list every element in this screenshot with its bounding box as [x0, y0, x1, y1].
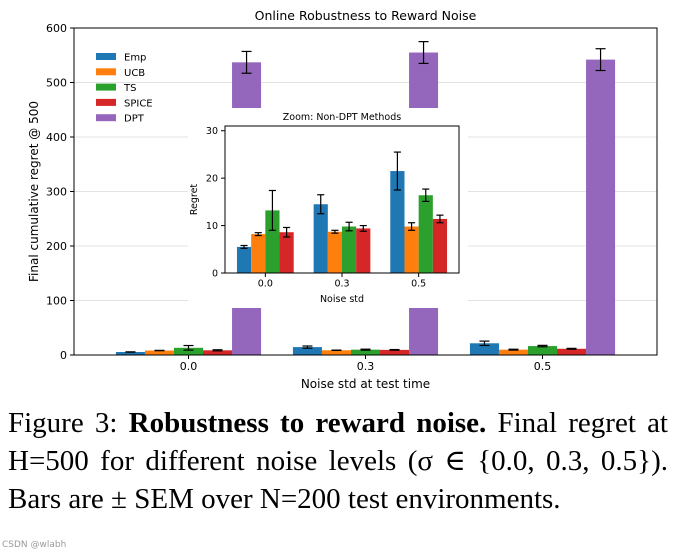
zoom-bar-ts-1 — [342, 226, 357, 273]
legend-label-spice: SPICE — [124, 98, 153, 109]
main-xlabel: Noise std at test time — [301, 377, 430, 391]
main-xtick-label: 0.5 — [534, 360, 552, 373]
main-ytick-label: 0 — [60, 349, 67, 362]
zoom-ytick-label: 20 — [206, 173, 218, 184]
zoom-xtick-label: 0.3 — [334, 279, 349, 290]
legend-swatch-ucb — [96, 68, 116, 76]
main-bar-ucb-0 — [144, 350, 174, 355]
main-ytick-label: 400 — [46, 131, 67, 144]
main-xtick-label: 0.3 — [357, 360, 375, 373]
zoom-ytick-label: 30 — [206, 126, 218, 137]
main-xtick-label: 0.0 — [180, 360, 198, 373]
main-ytick-label: 300 — [46, 185, 67, 198]
legend-swatch-emp — [96, 53, 116, 60]
zoom-ytick-label: 10 — [206, 221, 218, 232]
legend-swatch-ts — [96, 83, 116, 91]
watermark: CSDN @wlabh — [2, 540, 67, 550]
figure: 0 100 200 300 400 500 600 0.0 0.3 0.5 Online Robus… — [27, 8, 658, 391]
legend-swatch-spice — [96, 98, 116, 106]
main-ytick-label: 500 — [46, 76, 67, 89]
main-ylabel: Final cumulative regret @ 500 — [27, 101, 41, 282]
legend-label-ucb: UCB — [124, 68, 145, 79]
main-ytick-label: 200 — [46, 240, 67, 253]
legend-label-emp: Emp — [124, 53, 146, 64]
zoom-bar-emp-1 — [313, 204, 328, 273]
main-bar-emp-1 — [292, 347, 322, 355]
caption-text: Final regret at H=500 for different nois… — [8, 407, 668, 515]
zoom-xlabel: Noise std — [320, 294, 364, 305]
main-bar-ts-2 — [527, 346, 558, 355]
zoom-bar-ucb-0 — [251, 234, 266, 273]
zoom-bar-ts-0 — [265, 210, 280, 273]
zoom-frame-border — [224, 125, 460, 274]
legend-label-dpt: DPT — [124, 114, 145, 125]
zoom-xtick-label: 0.0 — [258, 279, 273, 290]
zoom-xtick-label: 0.5 — [411, 279, 426, 290]
zoom-title: Zoom: Non-DPT Methods — [283, 112, 401, 123]
zoom-bar-spice-1 — [356, 228, 371, 273]
main-bar-dpt-2 — [586, 59, 616, 356]
main-bar-spice-2 — [557, 348, 587, 355]
main-title: Online Robustness to Reward Noise — [255, 8, 477, 23]
main-bar-spice-0 — [203, 350, 233, 355]
main-bar-ts-1 — [350, 349, 381, 355]
main-bar-ucb-2 — [498, 349, 528, 355]
main-frame-border — [73, 27, 658, 356]
zoom-bar-spice-0 — [279, 232, 294, 273]
caption-label: Figure 3: — [8, 407, 118, 439]
main-bar-emp-2 — [469, 343, 499, 355]
zoom-panel: 0 10 20 30 0.0 0.3 0.5 Zoom: Non-DPT Methods Noi… — [189, 112, 460, 305]
main-bar-ucb-1 — [321, 350, 351, 355]
zoom-bar-ucb-1 — [327, 231, 342, 273]
zoom-bar-emp-2 — [390, 171, 405, 273]
legend-swatch-dpt — [96, 114, 116, 122]
zoom-ytick-label: 0 — [212, 268, 218, 279]
zoom-bar-emp-0 — [236, 246, 252, 273]
main-bar-spice-1 — [380, 349, 410, 355]
main-legend: Emp UCB TS SPICE DPT — [96, 53, 153, 125]
main-bar-ts-0 — [173, 347, 204, 355]
main-bar-emp-0 — [115, 352, 145, 355]
legend-label-ts: TS — [123, 83, 136, 94]
zoom-bar-spice-2 — [432, 218, 448, 273]
zoom-bar-ucb-2 — [404, 226, 419, 273]
caption-title: Robustness to reward noise. — [128, 407, 487, 439]
zoom-ylabel: Regret — [189, 184, 200, 216]
zoom-bar-ts-2 — [418, 195, 433, 273]
main-ytick-label: 600 — [46, 22, 67, 35]
main-ytick-label: 100 — [46, 294, 67, 307]
figure-caption: Figure 3: Robustness to reward noise. Fi… — [8, 404, 668, 518]
